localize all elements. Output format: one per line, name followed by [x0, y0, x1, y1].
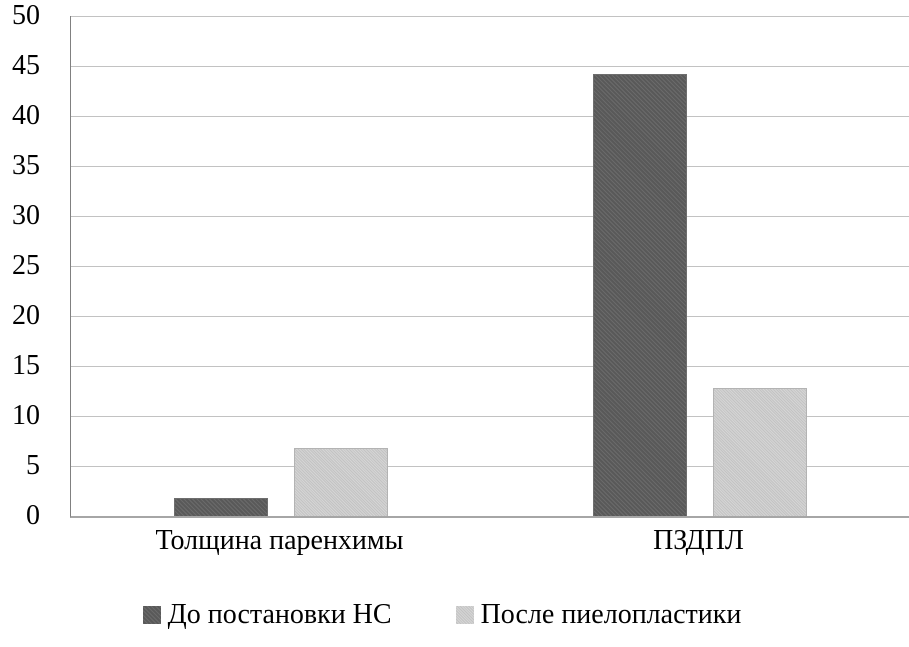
legend-item-1: После пиелопластики — [455, 599, 742, 630]
gridline-25 — [71, 266, 909, 267]
gridline-30 — [71, 216, 909, 217]
gridline-45 — [71, 66, 909, 67]
y-tick-label-30: 30 — [12, 200, 40, 231]
legend: До постановки НС После пиелопластики — [0, 600, 884, 630]
y-tick-label-50: 50 — [12, 0, 40, 31]
plot-area — [70, 16, 909, 518]
gridline-15 — [71, 366, 909, 367]
y-tick-label-25: 25 — [12, 250, 40, 281]
gridline-35 — [71, 166, 909, 167]
y-tick-label-20: 20 — [12, 300, 40, 331]
bar-series0-category1 — [592, 74, 687, 516]
legend-label: После пиелопластики — [480, 599, 742, 630]
bar-series1-category1 — [712, 388, 807, 516]
gridline-10 — [71, 416, 909, 417]
y-tick-label-0: 0 — [26, 500, 40, 531]
x-axis-label-0: Толщина паренхимы — [155, 525, 404, 556]
y-tick-label-40: 40 — [12, 100, 40, 131]
gridline-5 — [71, 466, 909, 467]
y-tick-label-35: 35 — [12, 150, 40, 181]
legend-item-0: До постановки НС — [142, 599, 392, 630]
y-tick-label-5: 5 — [26, 450, 40, 481]
y-tick-label-15: 15 — [12, 350, 40, 381]
bar-series1-category0 — [293, 448, 388, 516]
y-tick-label-45: 45 — [12, 50, 40, 81]
legend-swatch-icon — [455, 606, 474, 624]
legend-swatch-icon — [142, 606, 161, 624]
x-axis-label-1: ПЗДПЛ — [653, 525, 744, 556]
gridline-40 — [71, 116, 909, 117]
bar-series0-category0 — [173, 498, 268, 516]
gridline-20 — [71, 316, 909, 317]
y-tick-label-10: 10 — [12, 400, 40, 431]
legend-label: До постановки НС — [167, 599, 392, 630]
gridline-50 — [71, 16, 909, 17]
